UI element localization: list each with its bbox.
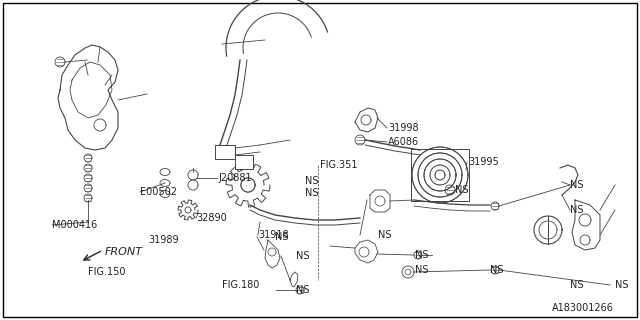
Text: A6086: A6086 bbox=[388, 137, 419, 147]
Text: NS: NS bbox=[490, 265, 504, 275]
Text: J20881: J20881 bbox=[218, 173, 252, 183]
Text: 32890: 32890 bbox=[196, 213, 227, 223]
Text: NS: NS bbox=[305, 188, 319, 198]
Text: M000416: M000416 bbox=[52, 220, 97, 230]
Text: 31918: 31918 bbox=[258, 230, 289, 240]
Text: NS: NS bbox=[305, 176, 319, 186]
Text: FIG.150: FIG.150 bbox=[88, 267, 125, 277]
Text: A183001266: A183001266 bbox=[552, 303, 614, 313]
Text: 31989: 31989 bbox=[148, 235, 179, 245]
Text: NS: NS bbox=[296, 251, 310, 261]
Text: NS: NS bbox=[296, 285, 310, 295]
Text: NS: NS bbox=[570, 180, 584, 190]
Text: FIG.351: FIG.351 bbox=[320, 160, 358, 170]
FancyBboxPatch shape bbox=[411, 149, 469, 201]
Text: NS: NS bbox=[570, 280, 584, 290]
Text: NS: NS bbox=[275, 232, 289, 242]
Text: E00502: E00502 bbox=[140, 187, 177, 197]
Text: NS: NS bbox=[415, 250, 429, 260]
Bar bbox=[235, 155, 253, 169]
Bar bbox=[215, 145, 235, 159]
Text: FRONT: FRONT bbox=[105, 247, 143, 257]
Text: 31998: 31998 bbox=[388, 123, 419, 133]
Text: NS: NS bbox=[415, 265, 429, 275]
Text: NS: NS bbox=[570, 205, 584, 215]
Text: FIG.180: FIG.180 bbox=[222, 280, 259, 290]
Text: NS: NS bbox=[615, 280, 628, 290]
Text: NS: NS bbox=[378, 230, 392, 240]
Text: NS: NS bbox=[455, 185, 468, 195]
Text: 31995: 31995 bbox=[468, 157, 499, 167]
